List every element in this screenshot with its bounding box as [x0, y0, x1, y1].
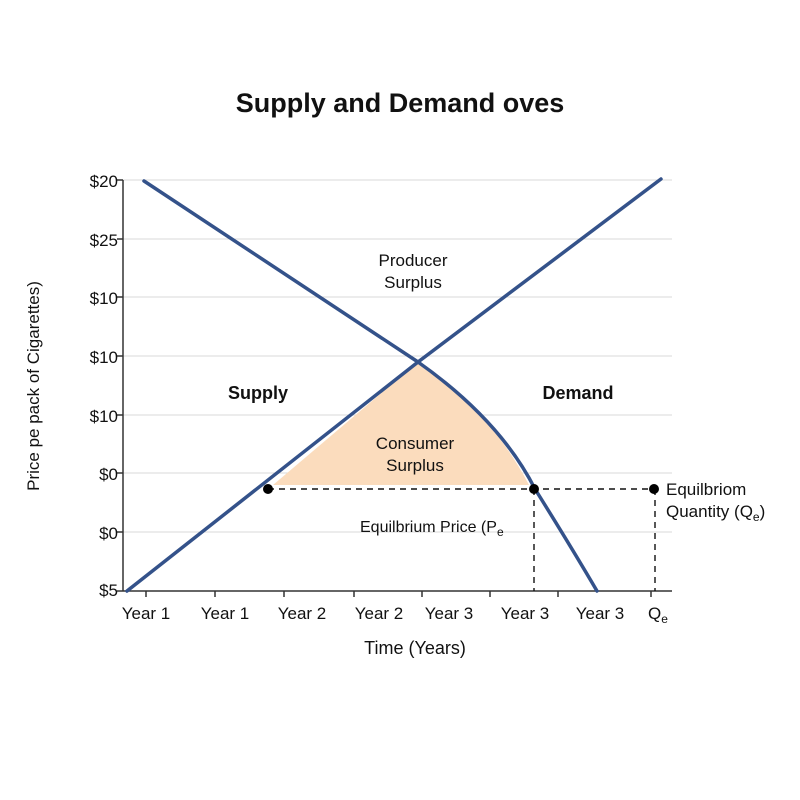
y-tick-label: $5	[99, 581, 118, 600]
axes	[117, 179, 672, 597]
demand-curve	[142, 179, 599, 593]
y-tick-label: $0	[99, 465, 118, 484]
y-tick-label: $25	[89, 231, 118, 250]
equilibrium-price-marker	[529, 484, 539, 494]
equilibrium-price-label: Equilbrium Price (Pe	[360, 519, 504, 539]
y-tick-label: $10	[89, 289, 118, 308]
supply-label: Supply	[227, 383, 289, 403]
y-tick-label: $20	[89, 172, 118, 191]
consumer-surplus-label: Consumer Surplus	[375, 434, 455, 475]
x-tick-label: Year 1	[200, 604, 250, 623]
x-tick-label: Year 1	[121, 604, 171, 623]
x-tick-label-qe: Qe	[648, 604, 668, 626]
x-tick-label: Year 3	[424, 604, 474, 623]
producer-surplus-label: Producer Surplus	[378, 251, 448, 292]
y-tick-label: $10	[89, 407, 118, 426]
y-tick-label: $0	[99, 524, 118, 543]
consumer-surplus-region	[273, 362, 529, 485]
y-tick-label: $10	[89, 348, 118, 367]
x-tick-label: Year 2	[354, 604, 404, 623]
x-tick-label: Year 3	[575, 604, 625, 623]
equilibrium-dashed-lines	[268, 488, 656, 591]
supply-equilibrium-marker	[263, 484, 273, 494]
demand-label: Demand	[542, 383, 614, 403]
x-axis-label: Time (Years)	[364, 638, 466, 658]
equilibrium-quantity-label: Equilbriom Quantity (Qe)	[666, 480, 766, 524]
equilibrium-quantity-marker	[649, 484, 659, 494]
x-tick-label: Year 2	[277, 604, 327, 623]
x-tick-label: Year 3	[500, 604, 550, 623]
chart-title: Supply and Demand oves	[235, 88, 565, 118]
